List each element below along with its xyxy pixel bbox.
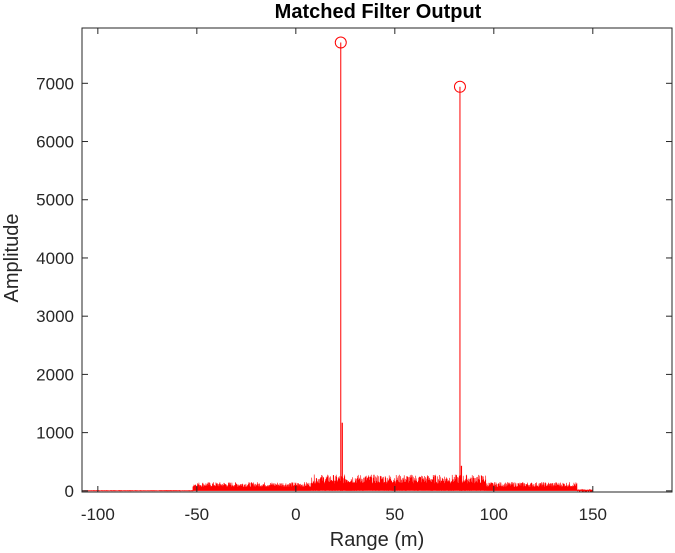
y-axis-label: Amplitude <box>1 214 23 303</box>
axes-box <box>81 27 673 493</box>
x-axis-label: Range (m) <box>330 529 424 551</box>
x-tick-label: 150 <box>579 505 607 524</box>
x-tick-label: -100 <box>81 505 115 524</box>
peak-marker-0 <box>334 36 347 49</box>
x-tick-label: -50 <box>185 505 210 524</box>
x-axis: -100 -50 0 50 100 150 <box>81 28 607 524</box>
y-tick-label: 6000 <box>36 133 74 152</box>
x-tick-label: 100 <box>480 505 508 524</box>
y-tick-label: 2000 <box>36 365 74 384</box>
peak-marker-1 <box>453 80 466 93</box>
plot-area <box>81 36 593 492</box>
y-tick-label: 1000 <box>36 424 74 443</box>
x-tick-label: 0 <box>291 505 300 524</box>
y-tick-label: 3000 <box>36 307 74 326</box>
y-axis: 0 1000 2000 3000 4000 5000 6000 7000 <box>36 74 672 501</box>
x-tick-label: 50 <box>385 505 404 524</box>
noise-floor-line <box>81 474 593 492</box>
y-tick-label: 0 <box>65 482 74 501</box>
chart-title: Matched Filter Output <box>275 1 482 23</box>
y-tick-label: 5000 <box>36 191 74 210</box>
y-tick-label: 4000 <box>36 249 74 268</box>
y-tick-label: 7000 <box>36 74 74 93</box>
